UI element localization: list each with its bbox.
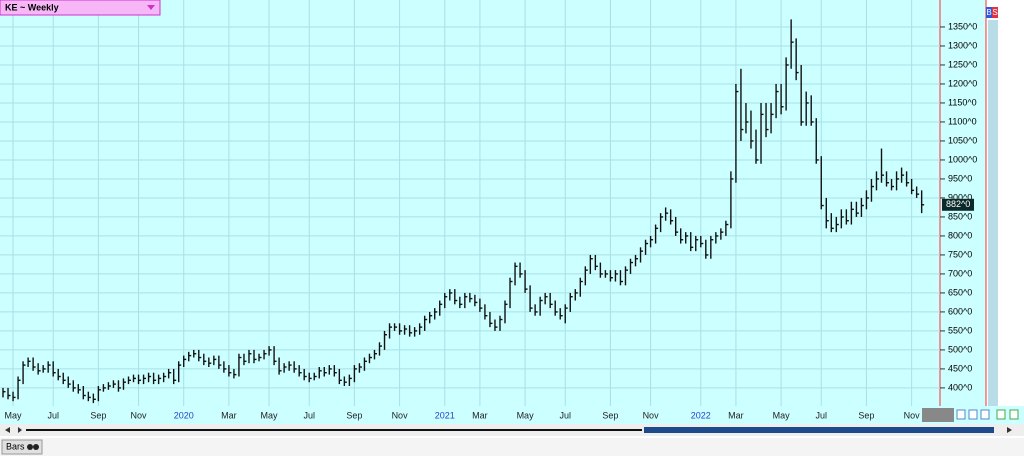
x-tick-label: Jul [47, 410, 59, 420]
dropdown-arrow[interactable] [147, 5, 155, 10]
time-axis-end [922, 408, 954, 422]
scroll-left-step[interactable] [18, 427, 22, 433]
plot-area [0, 0, 940, 406]
y-tick-label: 700^0 [948, 268, 972, 278]
x-tick-label: 2022 [691, 410, 711, 420]
last-price-label: 882^0 [946, 199, 970, 209]
chart-title: KE ~ Weekly [5, 2, 59, 12]
x-tick-label: Nov [904, 410, 921, 420]
x-tick-label: Nov [392, 410, 409, 420]
x-tick-label: Jul [816, 410, 828, 420]
x-tick-label: May [5, 410, 23, 420]
x-tick-label: Sep [346, 410, 362, 420]
tab-bar [0, 438, 1024, 456]
y-tick-label: 1300^0 [948, 40, 977, 50]
y-tick-label: 1200^0 [948, 78, 977, 88]
tool-button[interactable] [956, 409, 966, 420]
y-tick-label: 850^0 [948, 211, 972, 221]
sell-label: S [992, 8, 997, 17]
y-tick-label: 750^0 [948, 249, 972, 259]
tab-icon [33, 444, 39, 450]
y-tick-label: 650^0 [948, 287, 972, 297]
y-tick-label: 1050^0 [948, 135, 977, 145]
x-tick-label: Jul [303, 410, 315, 420]
tab-icon [27, 444, 33, 450]
buy-label: B [986, 8, 991, 17]
x-tick-label: Jul [559, 410, 571, 420]
x-tick-label: Mar [221, 410, 237, 420]
x-tick-label: 2020 [174, 410, 194, 420]
y-tick-label: 450^0 [948, 363, 972, 373]
tab-label: Bars [6, 441, 25, 451]
y-tick-label: 1150^0 [948, 97, 977, 107]
last-price-box [942, 198, 974, 211]
y-tick-label: 900^0 [948, 192, 972, 202]
x-tick-label: 2021 [435, 410, 455, 420]
y-tick-label: 1100^0 [948, 116, 977, 126]
x-tick-label: Nov [131, 410, 148, 420]
y-tick-label: 600^0 [948, 306, 972, 316]
grid [0, 0, 945, 406]
tool-button[interactable] [1009, 409, 1019, 420]
y-tick-label: 500^0 [948, 344, 972, 354]
scroll-right[interactable] [1007, 427, 1012, 433]
x-tick-label: Mar [728, 410, 744, 420]
buy-button[interactable] [986, 7, 992, 18]
tab[interactable] [1, 439, 43, 455]
sell-button[interactable] [992, 7, 998, 18]
y-tick-label: 400^0 [948, 382, 972, 392]
x-tick-label: Sep [858, 410, 874, 420]
tool-button[interactable] [996, 409, 1006, 420]
x-tick-label: May [517, 410, 535, 420]
y-tick-label: 1350^0 [948, 21, 977, 31]
bars [2, 19, 925, 404]
tool-button[interactable] [968, 409, 978, 420]
toolbar [956, 409, 1019, 420]
y-tick-label: 800^0 [948, 230, 972, 240]
x-tick-label: May [261, 410, 279, 420]
time-axis [0, 406, 1024, 424]
y-tick-label: 950^0 [948, 173, 972, 183]
title-box[interactable] [0, 0, 161, 16]
scroll-thumb[interactable] [644, 427, 994, 433]
x-tick-label: May [773, 410, 791, 420]
y-tick-label: 1000^0 [948, 154, 977, 164]
labels: 400^0 450^0 500^0 550^0 600^0 650^0 700^0 750^0… [5, 21, 978, 420]
x-tick-label: Nov [643, 410, 660, 420]
y-tick-label: 550^0 [948, 325, 972, 335]
x-tick-label: Mar [472, 410, 488, 420]
side-scrollbar[interactable] [988, 20, 998, 406]
scroll-left[interactable] [5, 427, 10, 433]
tool-button[interactable] [980, 409, 990, 420]
x-tick-label: Sep [602, 410, 618, 420]
y-tick-label: 1250^0 [948, 59, 977, 69]
x-tick-label: Sep [90, 410, 106, 420]
